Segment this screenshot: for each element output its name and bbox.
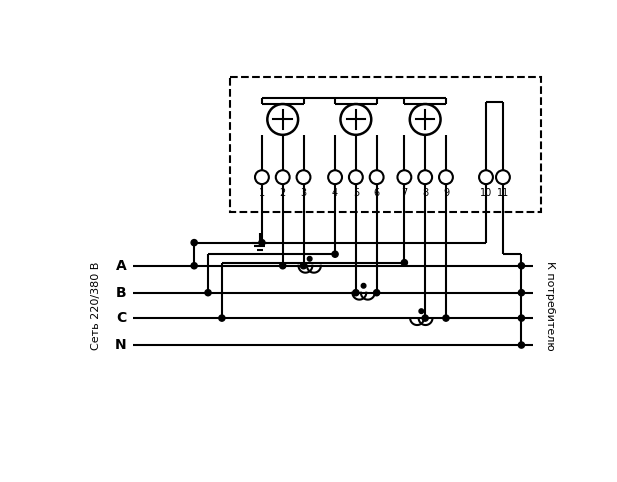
Circle shape	[205, 290, 211, 296]
Circle shape	[341, 104, 371, 135]
Text: 6: 6	[374, 188, 379, 198]
Text: 5: 5	[353, 188, 359, 198]
Circle shape	[191, 263, 197, 269]
Circle shape	[259, 240, 265, 246]
Circle shape	[362, 283, 366, 288]
Text: 4: 4	[332, 188, 338, 198]
Circle shape	[349, 170, 363, 184]
Circle shape	[518, 290, 524, 296]
Circle shape	[496, 170, 510, 184]
Circle shape	[418, 170, 432, 184]
Circle shape	[267, 104, 298, 135]
Circle shape	[307, 256, 312, 261]
Circle shape	[373, 290, 379, 296]
Circle shape	[443, 315, 449, 321]
Circle shape	[518, 315, 524, 321]
Circle shape	[332, 251, 338, 257]
Circle shape	[370, 170, 384, 184]
Circle shape	[219, 315, 225, 321]
Circle shape	[191, 240, 197, 246]
Circle shape	[297, 170, 310, 184]
Circle shape	[280, 263, 286, 269]
Text: 7: 7	[401, 188, 407, 198]
Text: Сеть 220/380 В: Сеть 220/380 В	[91, 261, 101, 349]
Text: B: B	[116, 286, 126, 300]
Circle shape	[353, 290, 359, 296]
Text: 3: 3	[300, 188, 307, 198]
Text: 10: 10	[480, 188, 492, 198]
Circle shape	[300, 263, 307, 269]
Circle shape	[410, 104, 441, 135]
Text: N: N	[115, 338, 126, 352]
Text: 11: 11	[497, 188, 509, 198]
Text: 8: 8	[422, 188, 428, 198]
Circle shape	[401, 260, 407, 266]
Circle shape	[397, 170, 412, 184]
Text: 1: 1	[259, 188, 265, 198]
Circle shape	[518, 263, 524, 269]
Text: 9: 9	[443, 188, 449, 198]
Text: A: A	[115, 259, 126, 273]
Circle shape	[422, 315, 428, 321]
Circle shape	[439, 170, 453, 184]
Circle shape	[518, 342, 524, 348]
Circle shape	[419, 309, 424, 313]
Text: 2: 2	[280, 188, 286, 198]
Circle shape	[255, 170, 269, 184]
Circle shape	[328, 170, 342, 184]
Text: C: C	[116, 311, 126, 325]
Circle shape	[276, 170, 289, 184]
Circle shape	[479, 170, 493, 184]
Text: К потребителю: К потребителю	[545, 261, 555, 350]
